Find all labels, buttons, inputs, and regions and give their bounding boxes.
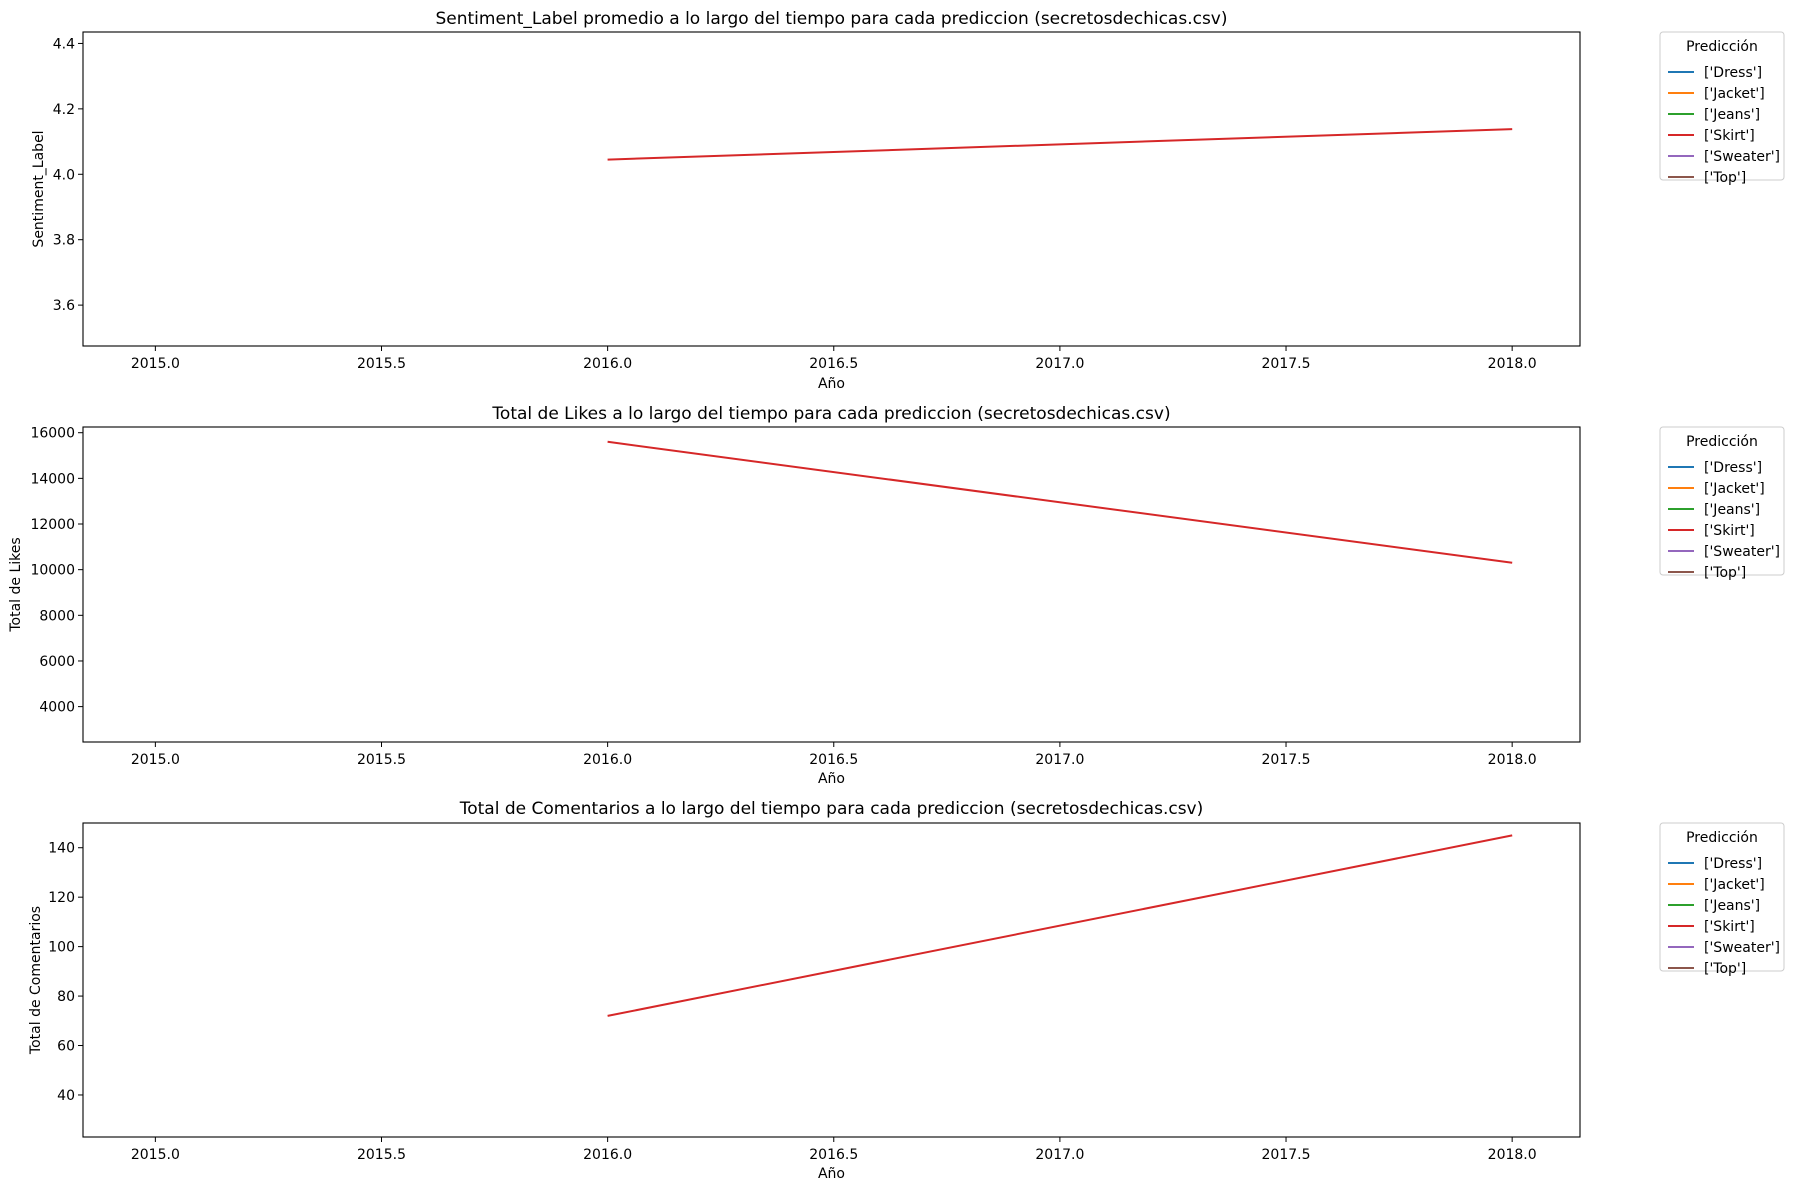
subplot-3: Total de Comentarios a lo largo del tiem… — [28, 799, 1785, 1182]
legend-entry: ['Jeans'] — [1704, 898, 1760, 914]
legend-box — [1659, 426, 1785, 576]
chart-title: Sentiment_Label promedio a lo largo del … — [435, 9, 1227, 29]
legend: Predicción ['Dress'] ['Jacket'] ['Jeans'] ['… — [1659, 822, 1785, 977]
series-line — [607, 128, 1513, 161]
subplot-1: Sentiment_Label promedio a lo largo del … — [31, 9, 1785, 392]
legend-entry: ['Top'] — [1704, 170, 1746, 186]
legend: Predicción ['Dress'] ['Jacket'] ['Jeans'] ['… — [1659, 426, 1785, 581]
y-axis-label: Sentiment_Label — [31, 130, 47, 247]
y-tick-label: 140 — [48, 841, 75, 857]
legend-box — [1659, 822, 1785, 972]
x-tick-label: 2016.0 — [583, 356, 632, 372]
chart-title: Total de Comentarios a lo largo del tiem… — [459, 799, 1204, 819]
legend-entry: ['Skirt'] — [1704, 919, 1755, 935]
x-tick-label: 2016.5 — [809, 1147, 858, 1163]
x-tick-label: 2016.0 — [583, 1147, 632, 1163]
legend-entry: ['Jacket'] — [1704, 481, 1765, 497]
x-tick-label: 2016.0 — [583, 752, 632, 768]
x-axis-label: Año — [818, 1166, 845, 1182]
legend-title: Predicción — [1686, 830, 1758, 846]
legend-entry: ['Dress'] — [1704, 460, 1762, 476]
x-tick-label: 2015.0 — [131, 752, 180, 768]
x-tick-label: 2017.5 — [1262, 1147, 1311, 1163]
legend-entry: ['Sweater'] — [1704, 544, 1780, 560]
x-tick-label: 2015.5 — [357, 1147, 406, 1163]
series-line — [607, 834, 1513, 1017]
y-tick-label: 3.8 — [53, 233, 75, 249]
x-tick-label: 2018.0 — [1488, 752, 1537, 768]
y-tick-label: 14000 — [30, 471, 75, 487]
legend-entry: ['Jeans'] — [1704, 502, 1760, 518]
y-axis-label: Total de Likes — [8, 537, 24, 632]
legend-entry: ['Top'] — [1704, 565, 1746, 581]
plot-area — [82, 426, 1581, 743]
legend-entry: ['Dress'] — [1704, 65, 1762, 81]
legend-title: Predicción — [1686, 434, 1758, 450]
legend-entry: ['Skirt'] — [1704, 128, 1755, 144]
x-tick-label: 2017.5 — [1262, 356, 1311, 372]
y-tick-label: 10000 — [30, 563, 75, 579]
plot-area — [82, 822, 1581, 1138]
x-tick-label: 2015.5 — [357, 752, 406, 768]
x-axis-label: Año — [818, 376, 845, 392]
y-tick-label: 40 — [57, 1088, 75, 1104]
legend-entry: ['Jeans'] — [1704, 107, 1760, 123]
y-tick-label: 4.4 — [53, 36, 75, 52]
subplot-2: Total de Likes a lo largo del tiempo par… — [8, 404, 1785, 787]
x-tick-label: 2017.0 — [1035, 356, 1084, 372]
y-tick-label: 4.2 — [53, 102, 75, 118]
x-tick-label: 2017.5 — [1262, 752, 1311, 768]
y-tick-label: 6000 — [39, 654, 75, 670]
legend-box — [1659, 31, 1785, 181]
legend-entry: ['Dress'] — [1704, 856, 1762, 872]
y-tick-label: 16000 — [30, 426, 75, 442]
legend-entry: ['Jacket'] — [1704, 86, 1765, 102]
y-tick-label: 100 — [48, 940, 75, 956]
y-tick-label: 80 — [57, 989, 75, 1005]
series-line — [607, 440, 1513, 564]
x-tick-label: 2016.5 — [809, 356, 858, 372]
y-tick-label: 8000 — [39, 608, 75, 624]
x-tick-label: 2017.0 — [1035, 1147, 1084, 1163]
legend-title: Predicción — [1686, 39, 1758, 55]
legend-entry: ['Sweater'] — [1704, 149, 1780, 165]
y-tick-label: 4000 — [39, 700, 75, 716]
y-tick-label: 60 — [57, 1039, 75, 1055]
legend-entry: ['Skirt'] — [1704, 523, 1755, 539]
x-tick-label: 2015.5 — [357, 356, 406, 372]
legend: Predicción ['Dress'] ['Jacket'] ['Jeans'] ['… — [1659, 31, 1785, 186]
x-tick-label: 2016.5 — [809, 752, 858, 768]
x-tick-label: 2017.0 — [1035, 752, 1084, 768]
chart-title: Total de Likes a lo largo del tiempo par… — [491, 404, 1170, 424]
y-tick-label: 4.0 — [53, 167, 75, 183]
x-axis-label: Año — [818, 771, 845, 787]
x-tick-label: 2015.0 — [131, 1147, 180, 1163]
y-tick-label: 120 — [48, 890, 75, 906]
y-tick-label: 12000 — [30, 517, 75, 533]
y-axis-label: Total de Comentarios — [28, 906, 44, 1055]
plot-area — [82, 31, 1581, 347]
y-tick-label: 3.6 — [53, 298, 75, 314]
x-tick-label: 2018.0 — [1488, 356, 1537, 372]
legend-entry: ['Jacket'] — [1704, 877, 1765, 893]
legend-entry: ['Sweater'] — [1704, 940, 1780, 956]
legend-entry: ['Top'] — [1704, 961, 1746, 977]
x-tick-label: 2015.0 — [131, 356, 180, 372]
x-tick-label: 2018.0 — [1488, 1147, 1537, 1163]
